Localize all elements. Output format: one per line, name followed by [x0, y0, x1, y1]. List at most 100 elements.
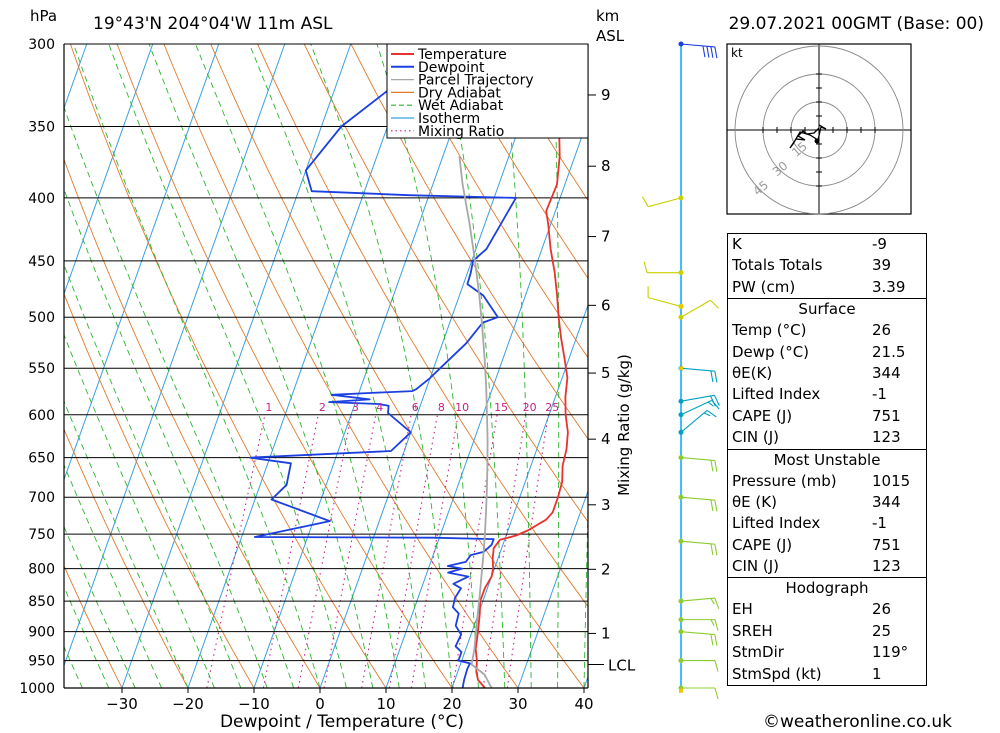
- hodograph-label: EH: [732, 600, 753, 619]
- pressure-tick-label: 1000: [19, 681, 55, 697]
- surface-value: 123: [872, 428, 901, 447]
- isotherm-line: [253, 44, 484, 688]
- pressure-tick-label: 450: [28, 254, 55, 270]
- mixing-ratio-tick-label: 8: [438, 401, 445, 414]
- most-unstable-title: Most Unstable: [773, 450, 881, 469]
- wind-barb: [678, 494, 718, 512]
- x-tick-label: 0: [315, 695, 325, 713]
- surface-label: Dewp (°C): [732, 342, 810, 361]
- wind-barb-shaft: [680, 43, 715, 48]
- wet-adiabat-line: [248, 44, 427, 688]
- surface-row: CAPE (J) 751: [728, 406, 926, 427]
- mixing-ratio-tick-label: 20: [523, 401, 537, 414]
- surface-row: Temp (°C) 26: [728, 320, 926, 341]
- km-tick-label: 7: [601, 228, 611, 246]
- wind-barb: [678, 365, 718, 383]
- most-unstable-label: CAPE (J): [732, 535, 793, 554]
- isotherm-line: [64, 44, 286, 667]
- legend-box: [386, 43, 589, 139]
- wind-barb-shaft: [680, 631, 715, 636]
- dry-adiabat-line: [303, 44, 588, 523]
- legend-entry-label: Parcel Trajectory: [418, 73, 534, 89]
- wind-barb-shaft: [680, 410, 708, 433]
- pressure-unit-label: hPa: [30, 7, 57, 25]
- mixing-ratio-line: [482, 414, 527, 688]
- datetime-label: 29.07.2021 00GMT (Base: 00): [729, 14, 984, 34]
- hodograph-value: 1: [872, 664, 882, 683]
- wet-adiabat-line: [64, 525, 136, 688]
- most-unstable-value: 1015: [872, 471, 911, 490]
- surface-value: 21.5: [872, 342, 906, 361]
- wind-barb: [678, 658, 719, 672]
- wind-barb: [678, 399, 720, 418]
- index-row-totals: Totals Totals 39: [728, 255, 926, 276]
- mixing-ratio-line: [323, 414, 377, 688]
- most-unstable-row: Pressure (mb) 1015: [728, 471, 926, 492]
- surface-section: Surface Temp (°C) 26 Dewp (°C) 21.5 θE(K) 3…: [727, 299, 927, 450]
- km-tick-label: 5: [601, 364, 611, 382]
- hodograph-row: StmSpd (kt) 1: [728, 664, 926, 685]
- hodograph-trace: [789, 124, 827, 149]
- hodograph-label: StmSpd (kt): [732, 664, 822, 683]
- wet-adiabat-line: [73, 44, 321, 688]
- surface-label: CIN (J): [732, 428, 780, 447]
- wet-adiabat-line: [376, 44, 479, 688]
- wind-barb-shaft: [680, 399, 713, 416]
- dry-adiabat-line: [350, 44, 588, 440]
- wind-barb: [678, 629, 718, 646]
- temperature-line: [474, 44, 569, 688]
- wet-adiabat-line: [64, 106, 295, 688]
- wind-barb-shaft: [680, 597, 715, 602]
- hodograph-row: SREH 25: [728, 621, 926, 642]
- pressure-tick-label: 800: [28, 562, 55, 578]
- pressure-tick-label: 750: [28, 527, 55, 543]
- isotherm-line: [319, 44, 550, 688]
- hodograph-value: 119°: [872, 643, 909, 662]
- mixing-ratio-tick-label: 10: [455, 401, 469, 414]
- dry-adiabat-line: [444, 44, 588, 280]
- mixing-ratio-tick-label: 1: [265, 401, 272, 414]
- pressure-tick-label: 350: [28, 119, 55, 135]
- wind-marker: [679, 688, 683, 693]
- mixing-ratio-tick-label: 25: [545, 401, 559, 414]
- pressure-tick-label: 700: [28, 490, 55, 506]
- dry-adiabat-line: [69, 44, 387, 688]
- x-tick-label: −30: [106, 695, 138, 713]
- wind-barb-flag: [710, 46, 714, 58]
- x-tick-label: 10: [376, 695, 395, 713]
- wind-barb-flag: [714, 619, 719, 631]
- mixing-ratio-tick-label: 6: [412, 401, 419, 414]
- hodograph-stats-title: Hodograph: [785, 579, 869, 598]
- pressure-tick-label: 550: [28, 361, 55, 377]
- surface-value: -1: [872, 385, 887, 404]
- wind-barb-flag: [713, 395, 720, 406]
- wind-barb-flag: [714, 660, 719, 672]
- dewpoint-line: [249, 44, 517, 688]
- wind-barb-flag: [703, 412, 711, 417]
- wind-barb-flag: [710, 619, 715, 626]
- wind-barb-shaft: [648, 297, 682, 307]
- km-tick-label: 3: [601, 496, 611, 514]
- lcl-label: LCL: [608, 656, 636, 674]
- isotherm-line: [517, 489, 588, 688]
- km-unit-label: km: [596, 7, 619, 25]
- km-tick-label: 1: [601, 624, 611, 642]
- location-label: 19°43'N 204°04'W 11m ASL: [93, 14, 333, 34]
- most-unstable-value: 751: [872, 535, 901, 554]
- isotherm-line: [64, 44, 220, 482]
- indices-section: K -9 Totals Totals 39 PW (cm) 3.39: [727, 233, 927, 300]
- wind-barb: [678, 409, 717, 435]
- surface-label: CAPE (J): [732, 406, 793, 425]
- index-value: -9: [872, 235, 887, 253]
- wind-barb-shaft: [680, 496, 715, 501]
- hodograph-row: StmDir 119°: [728, 642, 926, 663]
- wind-barb-flag: [710, 460, 714, 472]
- legend-entry-label: Wet Adiabat: [418, 98, 504, 114]
- surface-row: CIN (J) 123: [728, 427, 926, 448]
- km-tick-label: 8: [601, 157, 611, 175]
- x-tick-label: 40: [574, 695, 593, 713]
- mixing-ratio-line: [506, 414, 549, 688]
- pressure-tick-label: 300: [28, 37, 55, 53]
- x-axis-title: Dewpoint / Temperature (°C): [220, 712, 464, 732]
